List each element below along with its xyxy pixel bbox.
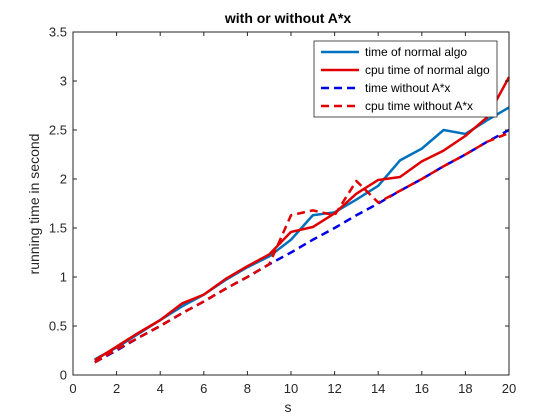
x-tick-label: 6 [200,381,207,396]
legend-label: time without A*x [365,81,450,95]
x-tick-label: 4 [157,381,164,396]
y-tick-label: 1.5 [49,221,67,236]
x-tick-label: 16 [415,381,429,396]
y-tick-label: 3.5 [49,25,67,40]
y-tick-label: 2.5 [49,123,67,138]
x-tick-label: 20 [502,381,516,396]
legend-box [313,40,498,118]
x-axis-label: s [285,399,292,415]
y-axis-label: running time in second [26,134,42,275]
legend: time of normal algo cpu time of normal al… [313,40,498,118]
x-tick-label: 0 [69,381,76,396]
y-tick-label: 0 [60,368,67,383]
series-line-4 [94,131,510,364]
legend-label: time of normal algo [365,45,467,59]
x-tick-label: 12 [327,381,341,396]
chart-title: with or without A*x [224,10,351,26]
legend-label: cpu time of normal algo [365,63,490,77]
x-tick-label: 10 [284,381,298,396]
x-tick-label: 14 [371,381,385,396]
x-tick-label: 8 [244,381,251,396]
x-tick-label: 18 [458,381,472,396]
series-line-2 [94,76,511,362]
series-layer [94,76,511,364]
y-tick-label: 0.5 [49,319,67,334]
y-tick-label: 3 [60,74,67,89]
x-tick-label: 2 [113,381,120,396]
legend-label: cpu time without A*x [365,99,473,113]
y-tick-label: 2 [60,172,67,187]
ticks-layer: 0 2 4 6 8 10 12 14 16 18 20 0 0.5 1 1.5 2 2.5 3 3.5 [49,25,516,397]
y-tick-label: 1 [60,270,67,285]
